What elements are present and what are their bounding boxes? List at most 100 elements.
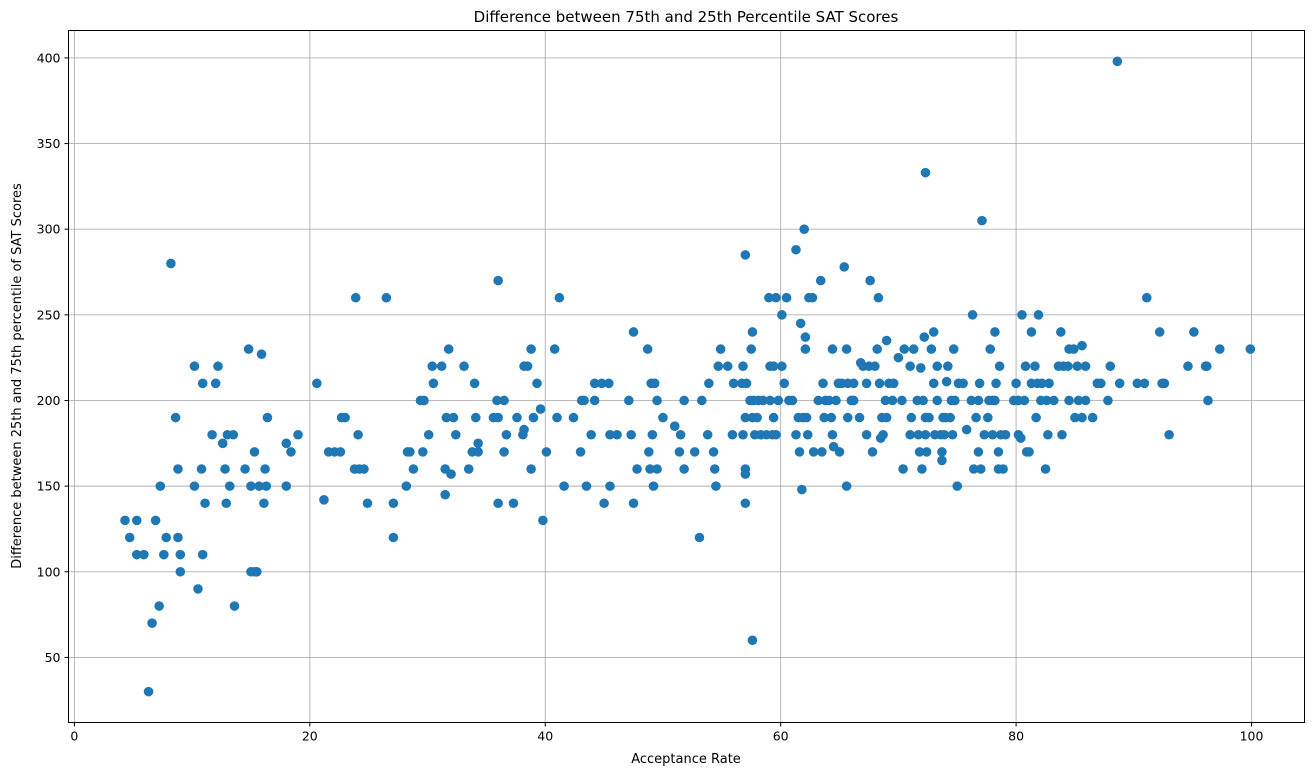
data-point (173, 464, 183, 474)
data-point (1103, 395, 1113, 406)
data-point (961, 424, 972, 435)
data-point (470, 412, 481, 423)
data-point (708, 447, 719, 457)
data-point (586, 429, 596, 440)
data-point (624, 395, 634, 406)
data-point (353, 429, 363, 440)
data-point (512, 412, 522, 423)
data-point (932, 361, 943, 372)
data-point (159, 549, 169, 560)
data-point (1043, 429, 1053, 440)
data-point (905, 429, 915, 440)
data-point (532, 378, 542, 389)
data-point (841, 481, 852, 491)
data-point (401, 481, 412, 491)
data-point (765, 395, 775, 406)
data-point (262, 412, 273, 423)
data-point (906, 412, 917, 423)
data-point (568, 412, 579, 423)
data-point (448, 412, 459, 423)
data-point (579, 395, 589, 406)
data-point (722, 361, 733, 372)
data-point (985, 344, 996, 354)
data-point (987, 429, 998, 440)
data-point (950, 395, 960, 406)
data-point (824, 395, 834, 406)
data-point (501, 429, 512, 440)
data-point (658, 412, 668, 423)
data-point (740, 412, 751, 423)
data-point (779, 378, 790, 389)
data-point (800, 332, 811, 342)
data-point (873, 292, 884, 303)
data-point (1033, 310, 1044, 320)
data-point (915, 363, 926, 373)
data-point (1024, 447, 1034, 457)
data-point (554, 292, 565, 303)
data-point (709, 464, 720, 474)
data-point (1214, 344, 1225, 354)
data-point (998, 464, 1008, 474)
data-point (604, 378, 614, 389)
data-point (928, 378, 939, 389)
data-point (1114, 378, 1125, 389)
data-point (423, 429, 434, 440)
data-point (968, 464, 979, 474)
data-point (256, 349, 267, 360)
data-point (983, 412, 993, 423)
data-point (131, 549, 142, 560)
data-point (939, 429, 950, 440)
data-point (189, 481, 200, 491)
data-point (813, 395, 824, 406)
y-tick-label: 50 (45, 650, 61, 665)
data-point (170, 412, 181, 423)
data-point (1105, 361, 1116, 372)
data-point (937, 447, 947, 457)
data-point (1017, 310, 1027, 320)
data-point (1048, 395, 1059, 406)
data-point (1201, 361, 1212, 372)
data-point (914, 447, 925, 457)
data-point (362, 498, 373, 509)
data-point (926, 344, 937, 354)
data-point (764, 292, 774, 303)
data-point (286, 447, 296, 457)
data-point (197, 378, 208, 389)
data-point (993, 447, 1004, 457)
data-point (966, 395, 977, 406)
data-point (920, 429, 931, 440)
data-point (747, 635, 758, 646)
data-point (155, 481, 166, 491)
data-point (1087, 412, 1098, 423)
data-point (1040, 464, 1051, 474)
data-point (913, 429, 924, 440)
data-point (917, 464, 927, 474)
x-tick-label: 100 (1240, 729, 1264, 744)
data-point (924, 412, 934, 423)
data-point (1139, 378, 1150, 389)
data-point (644, 447, 654, 457)
data-point (752, 412, 762, 423)
data-point (768, 361, 779, 372)
data-point (293, 429, 303, 440)
data-point (312, 378, 322, 389)
data-point (1056, 327, 1066, 337)
data-point (715, 344, 726, 354)
data-point (124, 532, 135, 543)
data-point (492, 395, 502, 406)
y-tick-label: 400 (37, 50, 61, 65)
data-point (1031, 412, 1041, 423)
data-point (350, 292, 361, 303)
data-point (952, 481, 963, 491)
data-point (281, 481, 292, 491)
data-point (841, 344, 852, 354)
data-point (669, 421, 680, 431)
data-point (867, 447, 878, 457)
data-point (589, 378, 600, 389)
data-point (528, 412, 539, 423)
data-point (771, 429, 781, 440)
data-point (519, 424, 529, 435)
data-point (419, 395, 429, 406)
data-point (229, 601, 240, 611)
data-point (473, 447, 483, 457)
